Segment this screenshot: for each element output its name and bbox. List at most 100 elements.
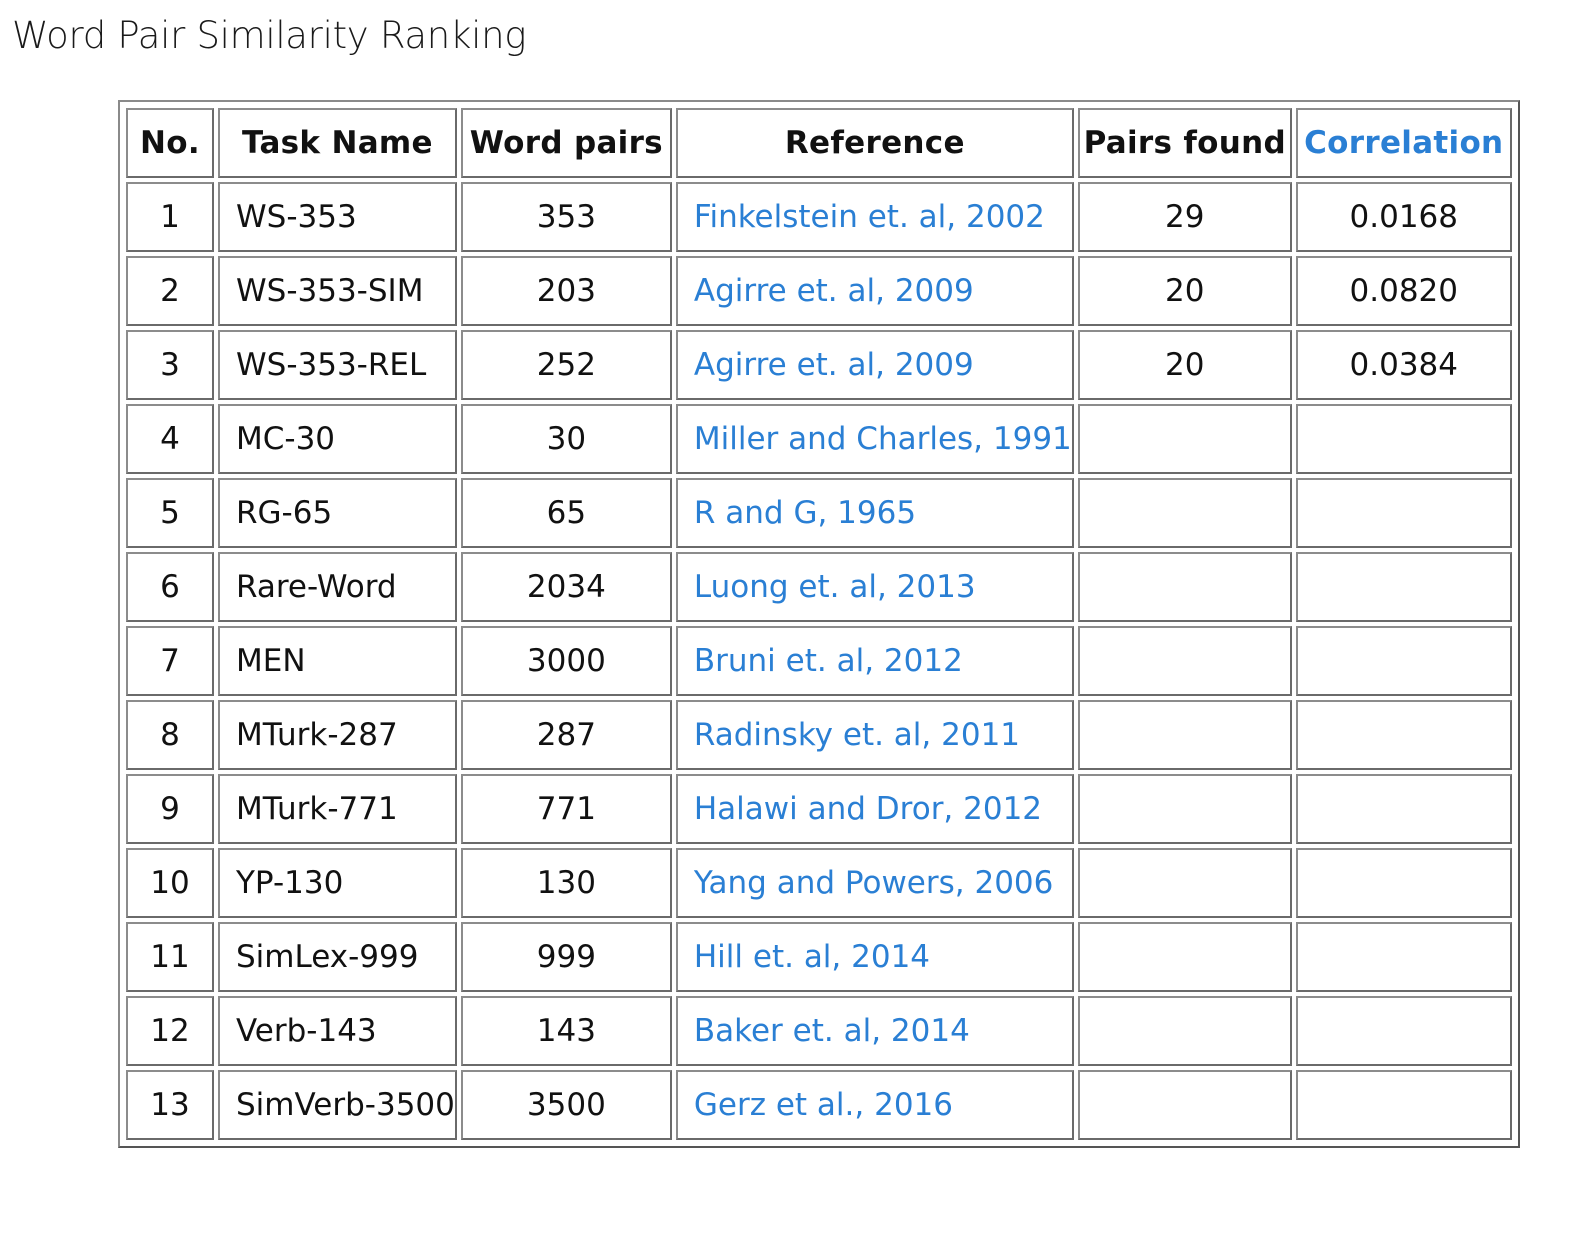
cell-task-name: WS-353-REL — [218, 330, 457, 400]
cell-correlation — [1295, 922, 1512, 992]
cell-correlation — [1295, 700, 1512, 770]
cell-word-pairs: 252 — [460, 330, 672, 400]
table-row: 4 MC-30 30 Miller and Charles, 1991 — [126, 404, 1512, 474]
cell-task-name: SimLex-999 — [218, 922, 457, 992]
table-row: 6 Rare-Word 2034 Luong et. al, 2013 — [126, 552, 1512, 622]
reference-link[interactable]: Finkelstein et. al, 2002 — [693, 199, 1045, 235]
table-row: 8 MTurk-287 287 Radinsky et. al, 2011 — [126, 700, 1512, 770]
reference-link[interactable]: Hill et. al, 2014 — [693, 939, 931, 975]
cell-word-pairs: 3000 — [460, 626, 672, 696]
cell-task-name: MC-30 — [218, 404, 457, 474]
cell-word-pairs: 771 — [460, 774, 672, 844]
cell-task-name: Verb-143 — [218, 996, 457, 1066]
cell-word-pairs: 65 — [460, 478, 672, 548]
cell-word-pairs: 2034 — [460, 552, 672, 622]
header-row: No. Task Name Word pairs Reference Pairs… — [126, 108, 1512, 178]
header-task-name: Task Name — [218, 108, 457, 178]
cell-correlation: 0.0820 — [1295, 256, 1512, 326]
cell-word-pairs: 353 — [460, 182, 672, 252]
cell-pairs-found — [1077, 848, 1292, 918]
cell-pairs-found — [1077, 996, 1292, 1066]
table-row: 10 YP-130 130 Yang and Powers, 2006 — [126, 848, 1512, 918]
table-row: 13 SimVerb-3500 3500 Gerz et al., 2016 — [126, 1070, 1512, 1140]
cell-task-name: YP-130 — [218, 848, 457, 918]
table-body: 1 WS-353 353 Finkelstein et. al, 2002 29… — [126, 182, 1512, 1140]
reference-link[interactable]: Baker et. al, 2014 — [693, 1013, 970, 1049]
cell-no: 5 — [126, 478, 214, 548]
cell-correlation: 0.0384 — [1295, 330, 1512, 400]
cell-task-name: MEN — [218, 626, 457, 696]
cell-no: 3 — [126, 330, 214, 400]
table-row: 11 SimLex-999 999 Hill et. al, 2014 — [126, 922, 1512, 992]
cell-word-pairs: 287 — [460, 700, 672, 770]
cell-task-name: WS-353 — [218, 182, 457, 252]
cell-reference: Halawi and Dror, 2012 — [675, 774, 1074, 844]
cell-word-pairs: 203 — [460, 256, 672, 326]
cell-correlation — [1295, 404, 1512, 474]
cell-reference: Luong et. al, 2013 — [675, 552, 1074, 622]
reference-link[interactable]: Miller and Charles, 1991 — [693, 421, 1072, 457]
cell-reference: Bruni et. al, 2012 — [675, 626, 1074, 696]
cell-task-name: RG-65 — [218, 478, 457, 548]
cell-no: 10 — [126, 848, 214, 918]
cell-no: 1 — [126, 182, 214, 252]
cell-no: 7 — [126, 626, 214, 696]
cell-pairs-found — [1077, 626, 1292, 696]
cell-pairs-found — [1077, 774, 1292, 844]
reference-link[interactable]: Gerz et al., 2016 — [693, 1087, 953, 1123]
cell-reference: Baker et. al, 2014 — [675, 996, 1074, 1066]
cell-pairs-found: 20 — [1077, 256, 1292, 326]
cell-correlation — [1295, 478, 1512, 548]
cell-task-name: Rare-Word — [218, 552, 457, 622]
cell-reference: Yang and Powers, 2006 — [675, 848, 1074, 918]
cell-pairs-found — [1077, 404, 1292, 474]
cell-pairs-found — [1077, 1070, 1292, 1140]
header-word-pairs: Word pairs — [460, 108, 672, 178]
cell-no: 8 — [126, 700, 214, 770]
table-row: 2 WS-353-SIM 203 Agirre et. al, 2009 20 … — [126, 256, 1512, 326]
cell-no: 9 — [126, 774, 214, 844]
reference-link[interactable]: R and G, 1965 — [693, 495, 917, 531]
cell-task-name: WS-353-SIM — [218, 256, 457, 326]
cell-reference: Agirre et. al, 2009 — [675, 256, 1074, 326]
cell-word-pairs: 143 — [460, 996, 672, 1066]
table-row: 1 WS-353 353 Finkelstein et. al, 2002 29… — [126, 182, 1512, 252]
cell-no: 12 — [126, 996, 214, 1066]
cell-reference: Gerz et al., 2016 — [675, 1070, 1074, 1140]
cell-correlation — [1295, 774, 1512, 844]
cell-no: 2 — [126, 256, 214, 326]
reference-link[interactable]: Bruni et. al, 2012 — [693, 643, 963, 679]
cell-word-pairs: 30 — [460, 404, 672, 474]
cell-pairs-found — [1077, 478, 1292, 548]
reference-link[interactable]: Luong et. al, 2013 — [693, 569, 976, 605]
cell-task-name: MTurk-771 — [218, 774, 457, 844]
cell-reference: Agirre et. al, 2009 — [675, 330, 1074, 400]
cell-reference: Finkelstein et. al, 2002 — [675, 182, 1074, 252]
reference-link[interactable]: Agirre et. al, 2009 — [693, 273, 974, 309]
cell-no: 6 — [126, 552, 214, 622]
table-row: 12 Verb-143 143 Baker et. al, 2014 — [126, 996, 1512, 1066]
header-no: No. — [126, 108, 214, 178]
header-reference: Reference — [675, 108, 1074, 178]
table-row: 3 WS-353-REL 252 Agirre et. al, 2009 20 … — [126, 330, 1512, 400]
reference-link[interactable]: Radinsky et. al, 2011 — [693, 717, 1021, 753]
cell-no: 4 — [126, 404, 214, 474]
cell-pairs-found: 20 — [1077, 330, 1292, 400]
reference-link[interactable]: Halawi and Dror, 2012 — [693, 791, 1043, 827]
cell-reference: Miller and Charles, 1991 — [675, 404, 1074, 474]
cell-word-pairs: 130 — [460, 848, 672, 918]
header-correlation-sort-link[interactable]: Correlation — [1295, 108, 1512, 178]
header-pairs-found: Pairs found — [1077, 108, 1292, 178]
cell-correlation — [1295, 1070, 1512, 1140]
cell-pairs-found — [1077, 922, 1292, 992]
cell-reference: Radinsky et. al, 2011 — [675, 700, 1074, 770]
cell-pairs-found — [1077, 700, 1292, 770]
table-row: 7 MEN 3000 Bruni et. al, 2012 — [126, 626, 1512, 696]
cell-pairs-found: 29 — [1077, 182, 1292, 252]
cell-word-pairs: 999 — [460, 922, 672, 992]
cell-correlation — [1295, 626, 1512, 696]
reference-link[interactable]: Yang and Powers, 2006 — [693, 865, 1054, 901]
cell-no: 11 — [126, 922, 214, 992]
reference-link[interactable]: Agirre et. al, 2009 — [693, 347, 974, 383]
table-header: No. Task Name Word pairs Reference Pairs… — [126, 108, 1512, 178]
